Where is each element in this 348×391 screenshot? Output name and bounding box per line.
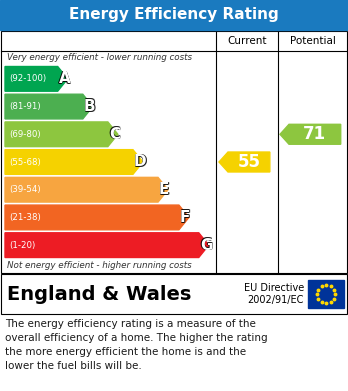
Text: D: D <box>135 154 147 170</box>
Text: B: B <box>84 99 95 113</box>
Polygon shape <box>5 122 118 147</box>
Text: England & Wales: England & Wales <box>7 285 191 303</box>
Text: E: E <box>160 182 170 197</box>
Polygon shape <box>5 233 209 258</box>
Text: G: G <box>199 238 212 253</box>
Text: (21-38): (21-38) <box>9 213 41 222</box>
Text: (92-100): (92-100) <box>9 74 46 83</box>
Text: E: E <box>158 183 169 198</box>
Text: E: E <box>160 181 170 197</box>
Text: F: F <box>181 210 191 225</box>
Text: A: A <box>58 71 70 86</box>
Text: D: D <box>134 154 147 169</box>
Text: A: A <box>59 72 70 87</box>
Text: E: E <box>158 182 169 197</box>
Text: Current: Current <box>227 36 267 46</box>
Text: 55: 55 <box>237 153 260 171</box>
Text: G: G <box>200 238 212 253</box>
Text: B: B <box>84 100 96 115</box>
Text: A: A <box>59 71 70 86</box>
Text: Potential: Potential <box>290 36 335 46</box>
Text: (1-20): (1-20) <box>9 240 35 249</box>
Bar <box>308 280 344 308</box>
Text: F: F <box>179 210 190 226</box>
Text: (81-91): (81-91) <box>9 102 41 111</box>
Text: A: A <box>59 71 70 86</box>
Text: (69-80): (69-80) <box>9 130 41 139</box>
Text: Very energy efficient - lower running costs: Very energy efficient - lower running co… <box>7 53 192 62</box>
Text: D: D <box>135 154 147 169</box>
Text: F: F <box>181 210 191 226</box>
Text: D: D <box>133 154 146 169</box>
Text: G: G <box>199 238 212 253</box>
Text: G: G <box>199 237 212 252</box>
Polygon shape <box>219 152 270 172</box>
Text: B: B <box>83 99 95 114</box>
Text: E: E <box>159 181 169 197</box>
Text: Energy Efficiency Rating: Energy Efficiency Rating <box>69 7 279 23</box>
Text: A: A <box>59 71 71 86</box>
Bar <box>1 31 347 273</box>
Polygon shape <box>5 205 189 230</box>
Text: F: F <box>181 209 191 224</box>
Polygon shape <box>280 124 341 144</box>
Text: D: D <box>134 155 147 170</box>
Text: D: D <box>135 155 147 170</box>
Text: C: C <box>110 127 121 142</box>
Text: B: B <box>84 99 95 114</box>
Text: 2002/91/EC: 2002/91/EC <box>248 295 304 305</box>
Text: A: A <box>59 72 71 87</box>
Text: D: D <box>133 155 146 170</box>
Polygon shape <box>5 178 168 202</box>
Text: B: B <box>84 99 96 114</box>
Text: The energy efficiency rating is a measure of the
overall efficiency of a home. T: The energy efficiency rating is a measur… <box>5 319 268 371</box>
Text: G: G <box>200 238 213 253</box>
Text: Not energy efficient - higher running costs: Not energy efficient - higher running co… <box>7 261 192 270</box>
Text: G: G <box>200 238 212 253</box>
Text: G: G <box>200 237 212 252</box>
Text: E: E <box>159 182 169 197</box>
Text: D: D <box>134 154 147 170</box>
Polygon shape <box>5 66 68 91</box>
Bar <box>1 274 347 314</box>
Text: C: C <box>109 127 120 142</box>
Text: G: G <box>200 238 213 253</box>
Text: A: A <box>58 72 70 87</box>
Text: E: E <box>158 181 169 197</box>
Text: EU Directive: EU Directive <box>244 283 304 293</box>
Text: G: G <box>200 237 213 252</box>
Text: B: B <box>83 100 95 115</box>
Text: B: B <box>84 100 95 115</box>
Text: (39-54): (39-54) <box>9 185 41 194</box>
Text: F: F <box>180 209 190 224</box>
Text: F: F <box>179 210 190 225</box>
Text: E: E <box>159 183 169 198</box>
Text: F: F <box>180 210 190 226</box>
Text: C: C <box>108 126 119 141</box>
Text: C: C <box>109 126 120 141</box>
Text: A: A <box>59 71 71 86</box>
Text: C: C <box>110 127 121 142</box>
Text: B: B <box>84 99 96 113</box>
Text: E: E <box>160 183 170 198</box>
Text: C: C <box>108 127 119 142</box>
Polygon shape <box>5 150 143 174</box>
Polygon shape <box>5 94 93 119</box>
Text: A: A <box>58 71 70 86</box>
Text: F: F <box>180 210 190 225</box>
Text: C: C <box>109 127 120 142</box>
Bar <box>0 0 348 30</box>
Text: D: D <box>133 154 146 170</box>
Text: B: B <box>83 99 95 113</box>
Text: F: F <box>179 209 190 224</box>
Text: (55-68): (55-68) <box>9 158 41 167</box>
Text: C: C <box>110 126 121 141</box>
Text: C: C <box>108 127 119 142</box>
Text: 71: 71 <box>303 125 326 143</box>
